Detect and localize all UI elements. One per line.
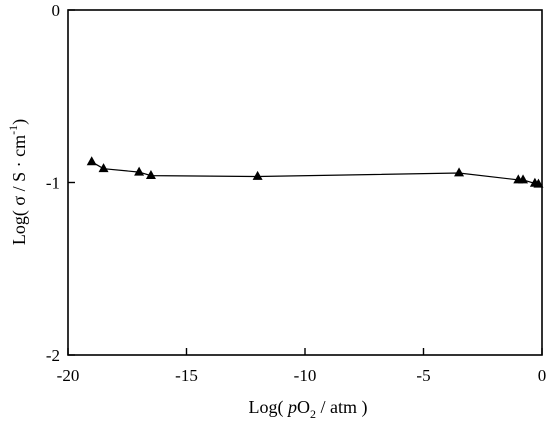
- series-layer: [86, 156, 544, 188]
- data-point: [145, 170, 156, 180]
- x-tick-label: 0: [538, 366, 547, 385]
- data-point: [518, 174, 529, 184]
- data-point: [252, 170, 263, 180]
- x-tick-label: -15: [175, 366, 198, 385]
- series-line: [91, 161, 539, 185]
- axes: -20 -15 -10 -5 0-2-10: [46, 1, 546, 385]
- y-tick-label: 0: [52, 1, 61, 20]
- y-axis-title-suffix: ): [9, 119, 30, 125]
- y-axis-title: Log( σ / S · cm-1): [6, 119, 30, 245]
- x-tick-label: -10: [294, 366, 317, 385]
- x-axis-title-prefix: Log(: [249, 397, 289, 418]
- data-point: [134, 166, 145, 176]
- x-axis-title-italic: p: [286, 397, 297, 417]
- data-point: [86, 156, 97, 166]
- x-axis-title: Log( pO2 / atm ): [249, 397, 368, 421]
- x-tick-label: -5: [416, 366, 430, 385]
- data-point: [533, 178, 544, 188]
- x-axis-title-main: O: [297, 397, 310, 417]
- x-tick-label: -20: [57, 366, 80, 385]
- data-point: [454, 167, 465, 177]
- x-axis-title-sub: 2: [310, 407, 316, 421]
- y-tick-label: -1: [46, 174, 60, 193]
- data-point: [98, 163, 109, 173]
- plot-frame: [67, 9, 543, 356]
- x-axis-title-suffix: / atm ): [316, 397, 368, 418]
- y-axis-title-sup: -1: [6, 125, 20, 135]
- y-tick-label: -2: [46, 346, 60, 365]
- y-axis-title-prefix: Log( σ / S · cm: [9, 135, 30, 245]
